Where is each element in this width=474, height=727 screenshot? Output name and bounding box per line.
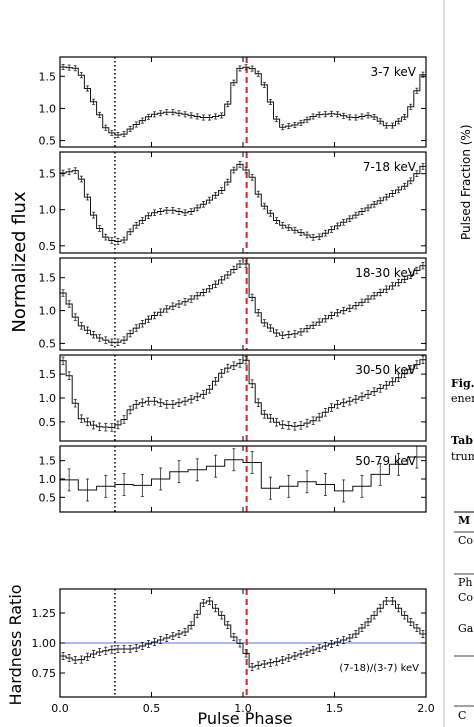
x-tick-label: 1.0 [234, 702, 252, 715]
y-tick-label: 0.5 [39, 240, 57, 253]
table-cell-c: C [458, 709, 467, 722]
table-cell-ga: Ga [458, 622, 474, 635]
panel-2: 0.5 1.0 1.5 18-30 keV [39, 257, 427, 351]
profile-line [60, 456, 426, 492]
table-caption-text: trum [451, 450, 474, 463]
y-tick-label: 0.5 [39, 135, 57, 148]
profile-line [60, 66, 426, 136]
y-tick-label: 1.00 [32, 637, 57, 650]
x-tick-label: 0.5 [143, 702, 161, 715]
y-tick-label: 1.5 [39, 368, 57, 381]
panel-label: 3-7 keV [370, 65, 416, 79]
x-tick-label: 1.5 [326, 702, 344, 715]
profile-line [60, 600, 426, 668]
hardness-axis-label: Hardness Ratio [6, 584, 25, 705]
panel-4: 0.5 1.0 1.5 50-79 keV [39, 445, 427, 513]
y-tick-label: 1.0 [39, 392, 57, 405]
fig-caption-text: ener [451, 392, 474, 405]
panel-label: 18-30 keV [355, 266, 417, 280]
y-tick-label: 0.5 [39, 337, 57, 350]
y-tick-label: 1.0 [39, 204, 57, 217]
x-axis-label: Pulse Phase [198, 709, 293, 727]
y-tick-label: 0.75 [32, 667, 57, 680]
panel-1: 0.5 1.0 1.5 7-18 keV [39, 151, 427, 254]
panel-label: 50-79 keV [355, 454, 417, 468]
x-tick-label: 0.0 [51, 702, 69, 715]
panel-0: 0.5 1.0 1.5 3-7 keV [39, 56, 427, 148]
y-tick-label: 1.0 [39, 473, 57, 486]
panel-5: 0.75 1.00 1.25 (7-18)/(3-7) keV Hardness Rat… [6, 584, 435, 715]
y-tick-label: 1.5 [39, 455, 57, 468]
profile-line [60, 163, 426, 242]
panel-3: 0.5 1.0 1.5 30-50 keV [39, 354, 427, 442]
fig-caption-label: Fig. [451, 377, 474, 390]
y-tick-label: 0.5 [39, 491, 57, 504]
y-tick-label: 1.25 [32, 607, 57, 620]
panel-label: 7-18 keV [363, 160, 417, 174]
y-tick-label: 1.0 [39, 305, 57, 318]
y-tick-label: 1.5 [39, 272, 57, 285]
profile-line [60, 263, 426, 343]
panels-group: 0.5 1.0 1.5 3-7 keV 0.5 1.0 1.5 7-18 keV 0.5 1.0 1… [6, 56, 435, 715]
table-cell-co2: Co [458, 591, 474, 604]
y-tick-label: 1.5 [39, 70, 57, 83]
table-cell-ph: Ph [458, 576, 473, 589]
table-caption-label: Tab [451, 434, 473, 447]
pulsed-fraction-label: Pulsed Fraction (%) [459, 124, 473, 240]
y-tick-label: 1.5 [39, 168, 57, 181]
panel-label: (7-18)/(3-7) keV [339, 663, 419, 674]
table-cell-co: Co [458, 534, 474, 547]
table-header-m: M [458, 514, 471, 527]
y-axis-label: Normalized flux [9, 191, 30, 333]
y-tick-label: 1.0 [39, 102, 57, 115]
panel-label: 30-50 keV [355, 363, 417, 377]
y-tick-label: 0.5 [39, 416, 57, 429]
x-tick-label: 2.0 [417, 702, 435, 715]
profile-line [60, 359, 426, 428]
